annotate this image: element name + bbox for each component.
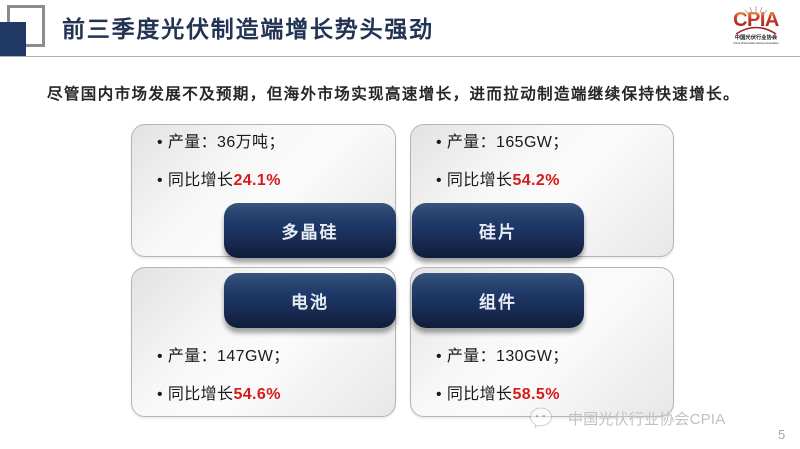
svg-text:China Photovoltaic Industry As: China Photovoltaic Industry Association [733, 41, 779, 45]
svg-text:中国光伏行业协会: 中国光伏行业协会 [735, 33, 778, 41]
